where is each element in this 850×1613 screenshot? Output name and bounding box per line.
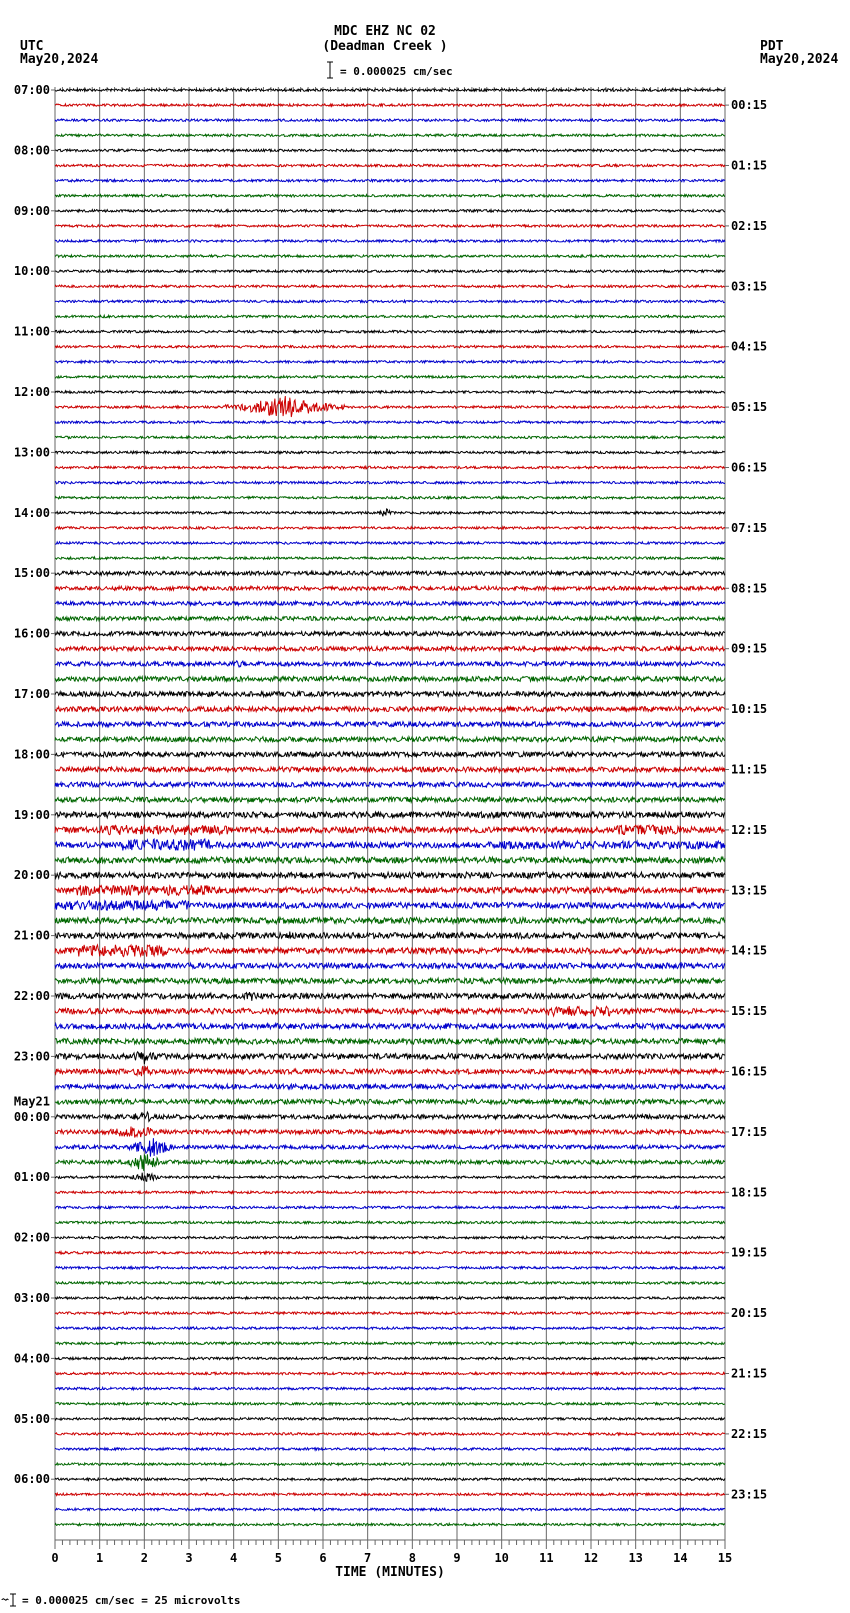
scale-text: = 0.000025 cm/sec <box>340 65 453 78</box>
right-time-label: 10:15 <box>731 702 767 716</box>
left-time-label: 02:00 <box>14 1231 50 1245</box>
x-tick-label: 3 <box>185 1551 192 1565</box>
x-tick-label: 9 <box>453 1551 460 1565</box>
right-time-label: 13:15 <box>731 883 767 897</box>
right-time-label: 09:15 <box>731 642 767 656</box>
right-time-label: 22:15 <box>731 1427 767 1441</box>
x-tick-label: 13 <box>628 1551 642 1565</box>
right-time-label: 11:15 <box>731 763 767 777</box>
right-time-label: 23:15 <box>731 1487 767 1501</box>
station-code: MDC EHZ NC 02 <box>334 24 436 39</box>
left-time-label: 03:00 <box>14 1291 50 1305</box>
left-date: May20,2024 <box>20 52 98 67</box>
right-time-label: 14:15 <box>731 944 767 958</box>
left-time-label: 17:00 <box>14 687 50 701</box>
left-time-label: 16:00 <box>14 627 50 641</box>
right-time-label: 15:15 <box>731 1004 767 1018</box>
left-time-label: 05:00 <box>14 1412 50 1426</box>
right-time-label: 07:15 <box>731 521 767 535</box>
x-tick-label: 8 <box>409 1551 416 1565</box>
left-time-label: 13:00 <box>14 445 50 459</box>
left-time-label: 12:00 <box>14 385 50 399</box>
right-time-label: 00:15 <box>731 98 767 112</box>
x-tick-label: 1 <box>96 1551 103 1565</box>
right-time-label: 18:15 <box>731 1185 767 1199</box>
x-axis-label: TIME (MINUTES) <box>335 1565 445 1580</box>
right-time-label: 05:15 <box>731 400 767 414</box>
left-time-label: 09:00 <box>14 204 50 218</box>
right-time-label: 06:15 <box>731 461 767 475</box>
footer-text: = 0.000025 cm/sec = 25 microvolts <box>22 1594 241 1607</box>
x-tick-label: 11 <box>539 1551 553 1565</box>
right-time-label: 04:15 <box>731 340 767 354</box>
x-tick-label: 6 <box>319 1551 326 1565</box>
left-time-label: 15:00 <box>14 566 50 580</box>
x-tick-label: 10 <box>494 1551 508 1565</box>
left-time-label: 00:00 <box>14 1110 50 1124</box>
x-tick-label: 14 <box>673 1551 687 1565</box>
right-date: May20,2024 <box>760 52 838 67</box>
x-tick-label: 15 <box>718 1551 732 1565</box>
right-time-label: 01:15 <box>731 159 767 173</box>
right-time-label: 08:15 <box>731 581 767 595</box>
station-location: (Deadman Creek ) <box>322 39 447 54</box>
right-time-label: 02:15 <box>731 219 767 233</box>
left-time-label: 08:00 <box>14 143 50 157</box>
left-time-label: 04:00 <box>14 1351 50 1365</box>
left-time-label: 18:00 <box>14 747 50 761</box>
left-time-label: 01:00 <box>14 1170 50 1184</box>
right-time-label: 03:15 <box>731 279 767 293</box>
left-time-label: 21:00 <box>14 929 50 943</box>
right-time-label: 16:15 <box>731 1065 767 1079</box>
left-time-label: 20:00 <box>14 868 50 882</box>
x-tick-label: 12 <box>584 1551 598 1565</box>
left-time-label: 07:00 <box>14 83 50 97</box>
right-time-label: 17:15 <box>731 1125 767 1139</box>
left-time-label: 11:00 <box>14 325 50 339</box>
right-time-label: 21:15 <box>731 1367 767 1381</box>
x-tick-label: 2 <box>141 1551 148 1565</box>
x-tick-label: 5 <box>275 1551 282 1565</box>
left-time-label: 10:00 <box>14 264 50 278</box>
x-tick-label: 4 <box>230 1551 237 1565</box>
x-tick-label: 0 <box>51 1551 58 1565</box>
left-time-label: May21 <box>14 1095 50 1109</box>
right-time-label: 19:15 <box>731 1246 767 1260</box>
right-time-label: 12:15 <box>731 823 767 837</box>
left-time-label: 22:00 <box>14 989 50 1003</box>
left-time-label: 19:00 <box>14 808 50 822</box>
right-time-label: 20:15 <box>731 1306 767 1320</box>
x-tick-label: 7 <box>364 1551 371 1565</box>
left-time-label: 14:00 <box>14 506 50 520</box>
left-time-label: 06:00 <box>14 1472 50 1486</box>
left-time-label: 23:00 <box>14 1049 50 1063</box>
